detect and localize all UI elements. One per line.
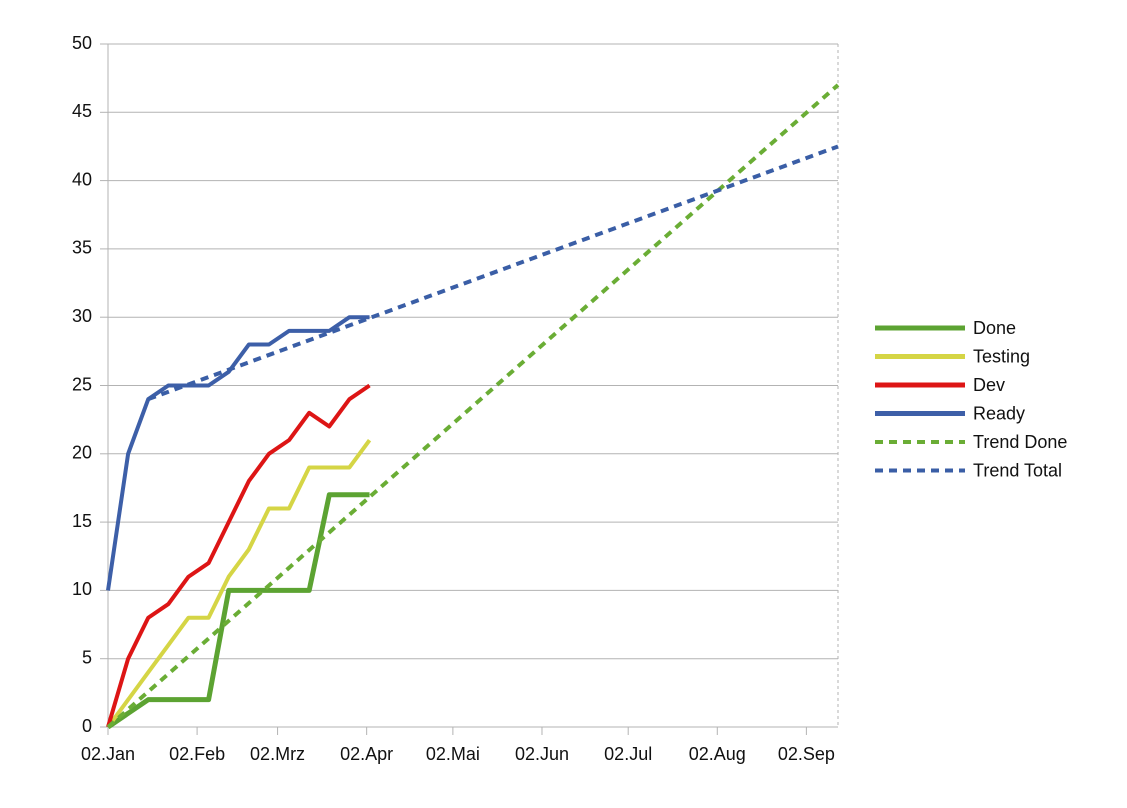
legend-label: Ready: [973, 403, 1025, 423]
y-tick-label: 15: [72, 511, 92, 531]
x-tick-label: 02.Apr: [340, 744, 393, 764]
y-tick-label: 20: [72, 443, 92, 463]
x-tick-label: 02.Jan: [81, 744, 135, 764]
x-tick-label: 02.Feb: [169, 744, 225, 764]
series-line: [106, 383, 371, 728]
legend-label: Trend Done: [973, 432, 1067, 452]
series-line: [147, 144, 839, 402]
legend-label: Testing: [973, 346, 1030, 366]
y-tick-label: 30: [72, 306, 92, 326]
series-line: [106, 492, 370, 730]
x-tick-label: 02.Mai: [426, 744, 480, 764]
y-tick-label: 25: [72, 374, 92, 394]
legend-label: Trend Total: [973, 460, 1062, 480]
series-line: [106, 83, 840, 729]
y-tick-label: 45: [72, 101, 92, 121]
y-tick-label: 10: [72, 579, 92, 599]
y-tick-label: 35: [72, 238, 92, 258]
legend-label: Done: [973, 318, 1016, 338]
y-tick-label: 0: [82, 716, 92, 736]
x-tick-label: 02.Mrz: [250, 744, 305, 764]
x-tick-label: 02.Jul: [604, 744, 652, 764]
y-tick-label: 5: [82, 647, 92, 667]
legend-label: Dev: [973, 375, 1005, 395]
y-tick-label: 40: [72, 169, 92, 189]
series-line: [106, 438, 372, 729]
x-tick-label: 02.Aug: [689, 744, 746, 764]
x-tick-label: 02.Sep: [778, 744, 835, 764]
y-tick-label: 50: [72, 33, 92, 53]
x-tick-label: 02.Jun: [515, 744, 569, 764]
